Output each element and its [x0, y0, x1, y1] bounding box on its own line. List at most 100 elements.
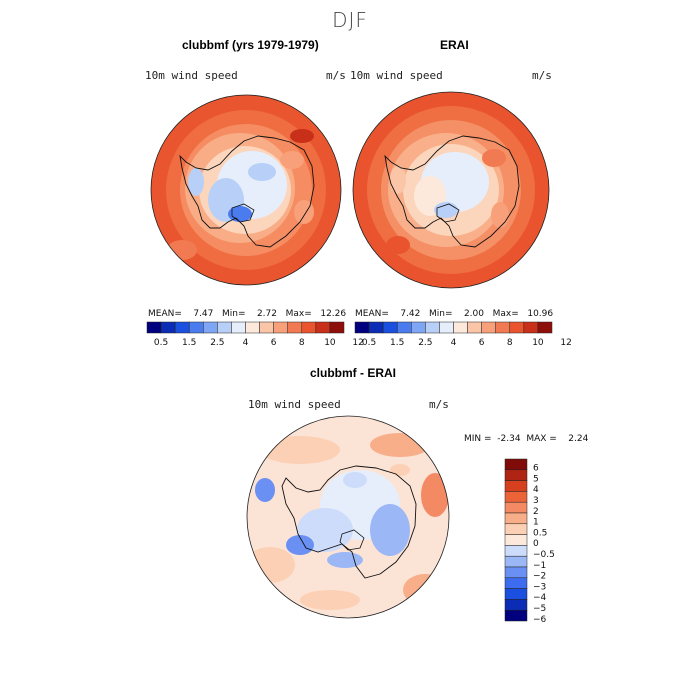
diff-min-value: -2.34 — [497, 434, 521, 444]
diff-colorbar-tick: −0.5 — [533, 550, 555, 560]
diff-colorbar-tick: −2 — [533, 572, 546, 582]
model-panel-title: clubbmf (yrs 1979-1979) — [182, 38, 319, 52]
model-colorbar-box — [273, 321, 288, 334]
model-stats: MEAN= 7.47 Min= 2.72 Max= 12.26 — [148, 309, 346, 319]
obs-colorbar-tick: 6 — [479, 338, 485, 348]
diff-colorbar-tick: 1 — [533, 518, 539, 528]
model-map — [151, 95, 341, 285]
diff-stats: MIN = -2.34 MAX = 2.24 — [464, 434, 588, 444]
diff-colorbar-tick: −5 — [533, 604, 546, 614]
model-map-border — [150, 94, 342, 286]
diff-colorbar-tick: 5 — [533, 474, 539, 484]
diff-colorbar-tick: −4 — [533, 593, 547, 603]
model-units-label: m/s — [326, 69, 346, 82]
obs-colorbar-box — [368, 321, 384, 334]
diff-colorbar-box — [504, 458, 528, 471]
obs-colorbar-tick: 4 — [451, 338, 457, 348]
diff-colorbar-box — [504, 501, 528, 514]
diff-colorbar-tick: 3 — [533, 496, 539, 506]
diff-colorbar-box — [504, 534, 528, 546]
model-colorbar-box — [188, 321, 204, 334]
diff-min-label: MIN = — [464, 434, 492, 444]
model-colorbar-box — [231, 321, 246, 334]
obs-min-label: Min= — [428, 309, 453, 319]
model-colorbar-box — [160, 321, 176, 334]
model-mean-label: MEAN= — [148, 309, 182, 319]
diff-colorbar-tick: −1 — [533, 561, 546, 571]
obs-mean-label: MEAN= — [355, 309, 389, 319]
model-colorbar-box — [146, 321, 162, 334]
model-max-label: Max= — [285, 309, 312, 319]
diff-colorbar-box — [504, 545, 528, 557]
obs-colorbar-box — [382, 321, 398, 334]
diff-units-label: m/s — [429, 398, 449, 411]
obs-colorbar-box — [411, 321, 426, 334]
obs-panel-title: ERAI — [440, 38, 469, 52]
obs-max-value: 10.96 — [527, 309, 554, 319]
obs-colorbar-tick: 12 — [560, 338, 571, 348]
model-colorbar-tick: 4 — [243, 338, 249, 348]
diff-map-border — [246, 415, 450, 619]
obs-colorbar-box — [467, 321, 482, 334]
obs-colorbar: 0.5 1.5 2.5 4 6 8 10 12 — [354, 321, 572, 348]
diff-colorbar-box — [504, 491, 528, 503]
model-colorbar-tick: 10 — [324, 338, 336, 348]
model-variable-label: 10m wind speed — [145, 69, 238, 82]
obs-colorbar-box — [509, 321, 525, 334]
obs-colorbar-box — [439, 321, 454, 334]
obs-colorbar-tick: 10 — [532, 338, 544, 348]
diff-colorbar-box — [504, 566, 528, 579]
model-colorbar-box — [174, 321, 190, 334]
diff-colorbar-box — [504, 599, 528, 611]
model-colorbar-tick: 2.5 — [210, 338, 224, 348]
obs-colorbar-tick: 8 — [507, 338, 513, 348]
obs-max-label: Max= — [492, 309, 519, 319]
diff-colorbar-box — [504, 523, 528, 535]
model-min-value: 2.72 — [256, 309, 277, 319]
obs-variable-label: 10m wind speed — [350, 69, 443, 82]
diff-colorbar-tick: 4 — [533, 485, 539, 495]
model-colorbar-box — [217, 321, 232, 334]
obs-colorbar-box — [495, 321, 511, 334]
model-colorbar-tick: 6 — [271, 338, 277, 348]
diff-variable-label: 10m wind speed — [248, 398, 341, 411]
model-colorbar-box — [315, 321, 331, 334]
model-colorbar-box — [287, 321, 303, 334]
model-max-value: 12.26 — [320, 309, 347, 319]
model-colorbar: 0.5 1.5 2.5 4 6 8 10 12 — [146, 321, 364, 348]
obs-colorbar-box — [481, 321, 496, 334]
model-colorbar-tick: 12 — [352, 338, 363, 348]
diff-panel-title: clubbmf - ERAI — [310, 366, 396, 380]
model-colorbar-tick: 8 — [299, 338, 305, 348]
model-colorbar-box — [245, 321, 260, 334]
obs-colorbar-box — [453, 321, 468, 334]
obs-mean-value: 7.42 — [400, 309, 421, 319]
diff-colorbar-tick: 0.5 — [533, 528, 547, 538]
model-colorbar-box — [259, 321, 274, 334]
model-colorbar-box — [301, 321, 317, 334]
obs-map-border — [352, 91, 550, 289]
obs-min-value: 2.00 — [463, 309, 484, 319]
diff-colorbar-tick: −6 — [533, 615, 547, 625]
diff-colorbar-box — [504, 577, 528, 589]
obs-units-label: m/s — [532, 69, 552, 82]
model-colorbar-box — [203, 321, 218, 334]
model-colorbar-box — [329, 321, 345, 334]
obs-stats: MEAN= 7.42 Min= 2.00 Max= 10.96 — [355, 309, 553, 319]
obs-colorbar-tick: 0.5 — [362, 338, 376, 348]
diff-max-label: MAX = — [526, 434, 557, 444]
diff-colorbar-box — [504, 469, 528, 481]
model-min-label: Min= — [221, 309, 246, 319]
diff-colorbar-box — [504, 588, 528, 600]
diff-colorbar-box — [504, 512, 528, 525]
model-colorbar-tick: 0.5 — [154, 338, 168, 348]
model-mean-value: 7.47 — [193, 309, 214, 319]
season-title: DJF — [332, 8, 368, 32]
obs-colorbar-box — [425, 321, 440, 334]
obs-colorbar-box — [354, 321, 370, 334]
diff-colorbar-box — [504, 480, 528, 492]
diff-colorbar-tick: 2 — [533, 507, 539, 517]
diff-colorbar-box — [504, 609, 528, 622]
